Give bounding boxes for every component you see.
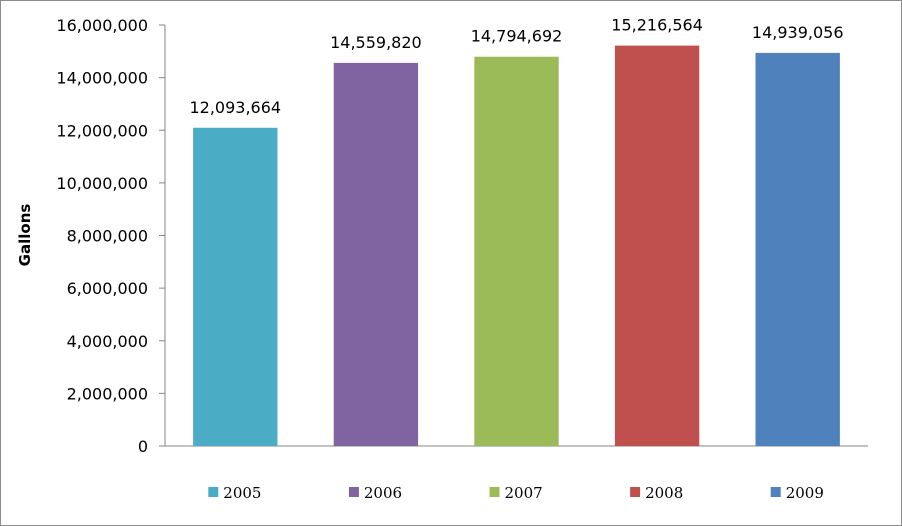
y-axis-ticks: 0 2,000,000 4,000,000 6,000,000 8,000,000 10,… xyxy=(56,16,165,456)
bar-2006 xyxy=(333,62,419,446)
data-label-2009: 14,939,056 xyxy=(752,23,844,42)
y-tick-label: 12,000,000 xyxy=(56,121,148,140)
bar-2007 xyxy=(474,56,559,447)
legend-swatch-2006 xyxy=(348,487,359,497)
legend-label-2007: 2007 xyxy=(505,484,543,502)
legend: 2005 2006 2007 2008 2009 xyxy=(208,484,824,502)
data-labels-group: 12,093,664 14,559,820 14,794,692 15,216,564… xyxy=(189,16,843,117)
bar-2005 xyxy=(193,127,278,447)
y-tick-label: 8,000,000 xyxy=(67,227,148,246)
data-label-2006: 14,559,820 xyxy=(330,33,422,52)
y-tick-label: 6,000,000 xyxy=(67,279,148,298)
legend-label-2008: 2008 xyxy=(645,484,683,502)
legend-label-2005: 2005 xyxy=(223,484,261,502)
y-tick-label: 0 xyxy=(138,437,148,456)
y-tick-label: 16,000,000 xyxy=(56,16,148,35)
y-axis-title: Gallons xyxy=(16,204,34,267)
y-tick-label: 2,000,000 xyxy=(67,384,148,403)
y-tick-label: 10,000,000 xyxy=(56,174,148,193)
bar-2008 xyxy=(614,45,700,446)
legend-label-2006: 2006 xyxy=(364,484,402,502)
y-tick-label: 4,000,000 xyxy=(67,332,148,351)
legend-label-2009: 2009 xyxy=(786,484,824,502)
bars-group xyxy=(193,45,840,447)
legend-swatch-2009 xyxy=(770,487,781,497)
legend-swatch-2007 xyxy=(489,487,500,497)
bar-2009 xyxy=(755,52,840,447)
data-label-2007: 14,794,692 xyxy=(471,27,563,46)
legend-swatch-2005 xyxy=(208,487,219,497)
data-label-2008: 15,216,564 xyxy=(611,16,703,35)
data-label-2005: 12,093,664 xyxy=(189,98,281,117)
y-tick-label: 14,000,000 xyxy=(56,69,148,88)
legend-swatch-2008 xyxy=(630,487,641,497)
